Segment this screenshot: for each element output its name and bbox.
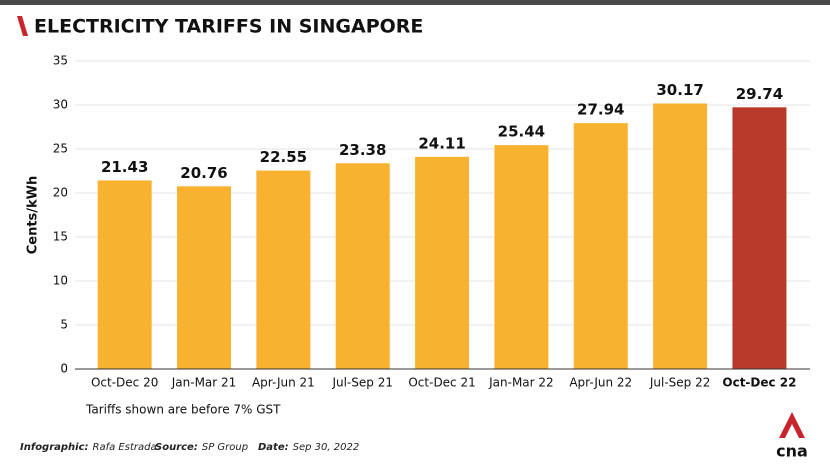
logo-mark [779,412,805,438]
top-strip [0,0,830,5]
x-tick-label: Apr-Jun 22 [569,376,632,390]
value-label: 24.11 [418,134,465,152]
bar [653,103,708,369]
y-tick-label: 30 [53,98,68,112]
title-icon [17,16,28,36]
credit: Infographic: Rafa Estrada [20,442,157,453]
credit-text: Rafa Estrada [93,442,157,453]
credit-label: Source: [155,442,198,453]
credit-label: Date: [258,442,289,453]
logo: cna [776,412,808,461]
x-tick-label: Jul-Sep 21 [331,376,393,390]
bar [256,170,311,369]
value-label: 29.74 [736,85,783,103]
logo-text: cna [776,442,808,461]
y-axis-label: Cents/kWh [26,176,41,255]
x-tick-label: Oct-Dec 21 [408,376,475,390]
y-tick-label: 35 [53,54,68,68]
bar [415,156,470,369]
y-tick-label: 5 [60,318,68,332]
x-tick-label: Oct-Dec 20 [91,376,158,390]
credit-text: Sep 30, 2022 [293,442,360,453]
bar [97,180,152,369]
x-tick-label: Jan-Mar 22 [488,376,554,390]
value-label: 23.38 [339,141,386,159]
credit: Date: Sep 30, 2022 [258,442,359,453]
y-tick-label: 15 [53,230,68,244]
value-label: 22.55 [260,148,307,166]
credit: Source: SP Group [155,442,248,453]
bar [732,107,787,370]
bar [573,123,628,370]
value-label: 27.94 [577,101,624,119]
value-label: 20.76 [180,164,227,182]
x-tick-label: Jul-Sep 22 [649,376,711,390]
bar [177,186,232,369]
chart-title: ELECTRICITY TARIFFS IN SINGAPORE [34,16,423,38]
y-tick-label: 20 [53,186,68,200]
note: Tariffs shown are before 7% GST [85,403,281,417]
value-label: 30.17 [656,81,703,99]
x-tick-label: Jan-Mar 21 [171,376,237,390]
y-tick-label: 0 [60,362,68,376]
bar [335,163,390,369]
y-tick-label: 25 [53,142,68,156]
credit-label: Infographic: [20,442,89,453]
x-tick-label: Oct-Dec 22 [722,376,796,390]
y-tick-label: 10 [53,274,68,288]
value-label: 21.43 [101,158,148,176]
x-tick-label: Apr-Jun 21 [252,376,315,390]
value-label: 25.44 [498,123,545,141]
credit-text: SP Group [202,442,248,453]
bar [494,145,549,369]
